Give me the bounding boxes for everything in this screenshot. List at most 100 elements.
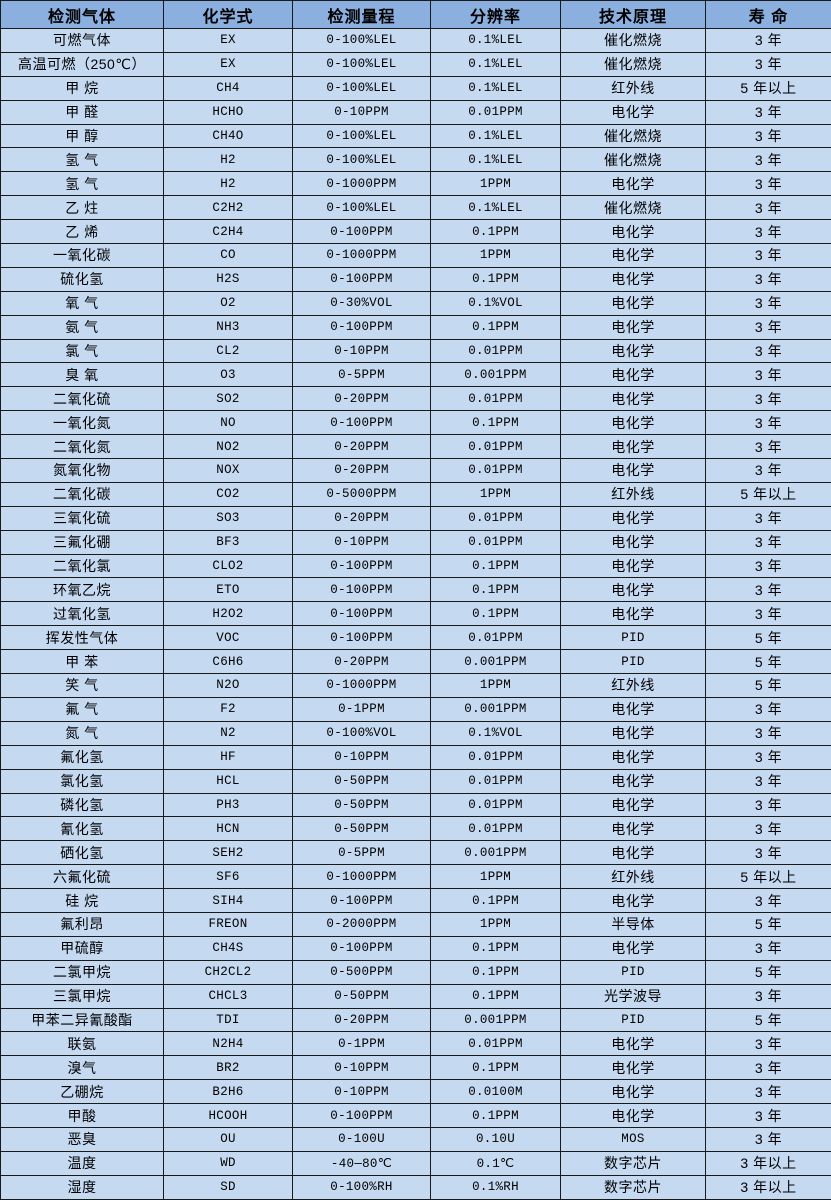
cell-range: 0-10PPM [293,1056,431,1080]
cell-form: CO [164,244,293,268]
cell-life: 3 年 [706,244,831,268]
cell-form: O2 [164,291,293,315]
cell-tech: 电化学 [561,530,706,554]
cell-life: 3 年 [706,554,831,578]
cell-gas: 硒化氢 [1,841,164,865]
cell-life: 3 年 [706,889,831,913]
cell-life: 3 年 [706,1080,831,1104]
cell-gas: 温度 [1,1151,164,1175]
cell-gas: 甲 烷 [1,76,164,100]
cell-life: 3 年 [706,602,831,626]
cell-gas: 挥发性气体 [1,626,164,650]
cell-life: 3 年 [706,315,831,339]
cell-tech: 电化学 [561,769,706,793]
cell-form: VOC [164,626,293,650]
cell-form: EX [164,52,293,76]
cell-gas: 氢 气 [1,172,164,196]
cell-life: 3 年 [706,291,831,315]
cell-range: 0-5PPM [293,841,431,865]
cell-range: 0-100PPM [293,626,431,650]
cell-gas: 一氧化碳 [1,244,164,268]
cell-range: 0-100%LEL [293,148,431,172]
cell-res: 0.01PPM [431,100,561,124]
cell-life: 3 年 [706,267,831,291]
cell-gas: 氮 气 [1,721,164,745]
cell-range: 0-50PPM [293,793,431,817]
cell-gas: 二氧化硫 [1,387,164,411]
cell-gas: 笑 气 [1,674,164,698]
cell-gas: 氟化氢 [1,745,164,769]
cell-form: FREON [164,912,293,936]
cell-life: 5 年 [706,960,831,984]
cell-life: 5 年 [706,626,831,650]
cell-form: WD [164,1151,293,1175]
cell-life: 5 年 [706,674,831,698]
cell-gas: 氨 气 [1,315,164,339]
cell-tech: PID [561,626,706,650]
cell-form: HCN [164,817,293,841]
cell-tech: 电化学 [561,363,706,387]
cell-form: H2 [164,148,293,172]
cell-form: BF3 [164,530,293,554]
cell-res: 0.1%LEL [431,29,561,53]
cell-tech: 电化学 [561,1104,706,1128]
cell-gas: 环氧乙烷 [1,578,164,602]
cell-tech: 电化学 [561,1032,706,1056]
cell-range: 0-10PPM [293,1080,431,1104]
cell-life: 3 年 [706,578,831,602]
cell-form: ETO [164,578,293,602]
cell-life: 3 年 [706,196,831,220]
cell-range: 0-1000PPM [293,674,431,698]
cell-range: 0-100%RH [293,1175,431,1199]
cell-range: 0-1000PPM [293,172,431,196]
cell-res: 0.1PPM [431,578,561,602]
cell-life: 3 年以上 [706,1175,831,1199]
cell-range: 0-100%LEL [293,76,431,100]
cell-life: 5 年以上 [706,76,831,100]
cell-range: 0-100PPM [293,578,431,602]
cell-life: 3 年 [706,459,831,483]
cell-life: 3 年 [706,697,831,721]
cell-res: 0.1%VOL [431,291,561,315]
cell-range: 0-20PPM [293,435,431,459]
cell-res: 0.1%LEL [431,76,561,100]
cell-tech: 电化学 [561,291,706,315]
cell-life: 3 年 [706,984,831,1008]
cell-gas: 氟 气 [1,697,164,721]
cell-res: 1PPM [431,172,561,196]
cell-range: 0-10PPM [293,745,431,769]
cell-tech: PID [561,650,706,674]
cell-gas: 磷化氢 [1,793,164,817]
cell-tech: 半导体 [561,912,706,936]
cell-res: 0.001PPM [431,1008,561,1032]
cell-form: H2S [164,267,293,291]
cell-range: 0-1PPM [293,697,431,721]
cell-range: 0-50PPM [293,817,431,841]
cell-res: 1PPM [431,674,561,698]
cell-tech: 电化学 [561,411,706,435]
cell-tech: 电化学 [561,435,706,459]
cell-life: 5 年 [706,912,831,936]
cell-life: 3 年 [706,387,831,411]
cell-tech: 红外线 [561,76,706,100]
cell-form: NOX [164,459,293,483]
cell-form: TDI [164,1008,293,1032]
cell-range: 0-20PPM [293,506,431,530]
